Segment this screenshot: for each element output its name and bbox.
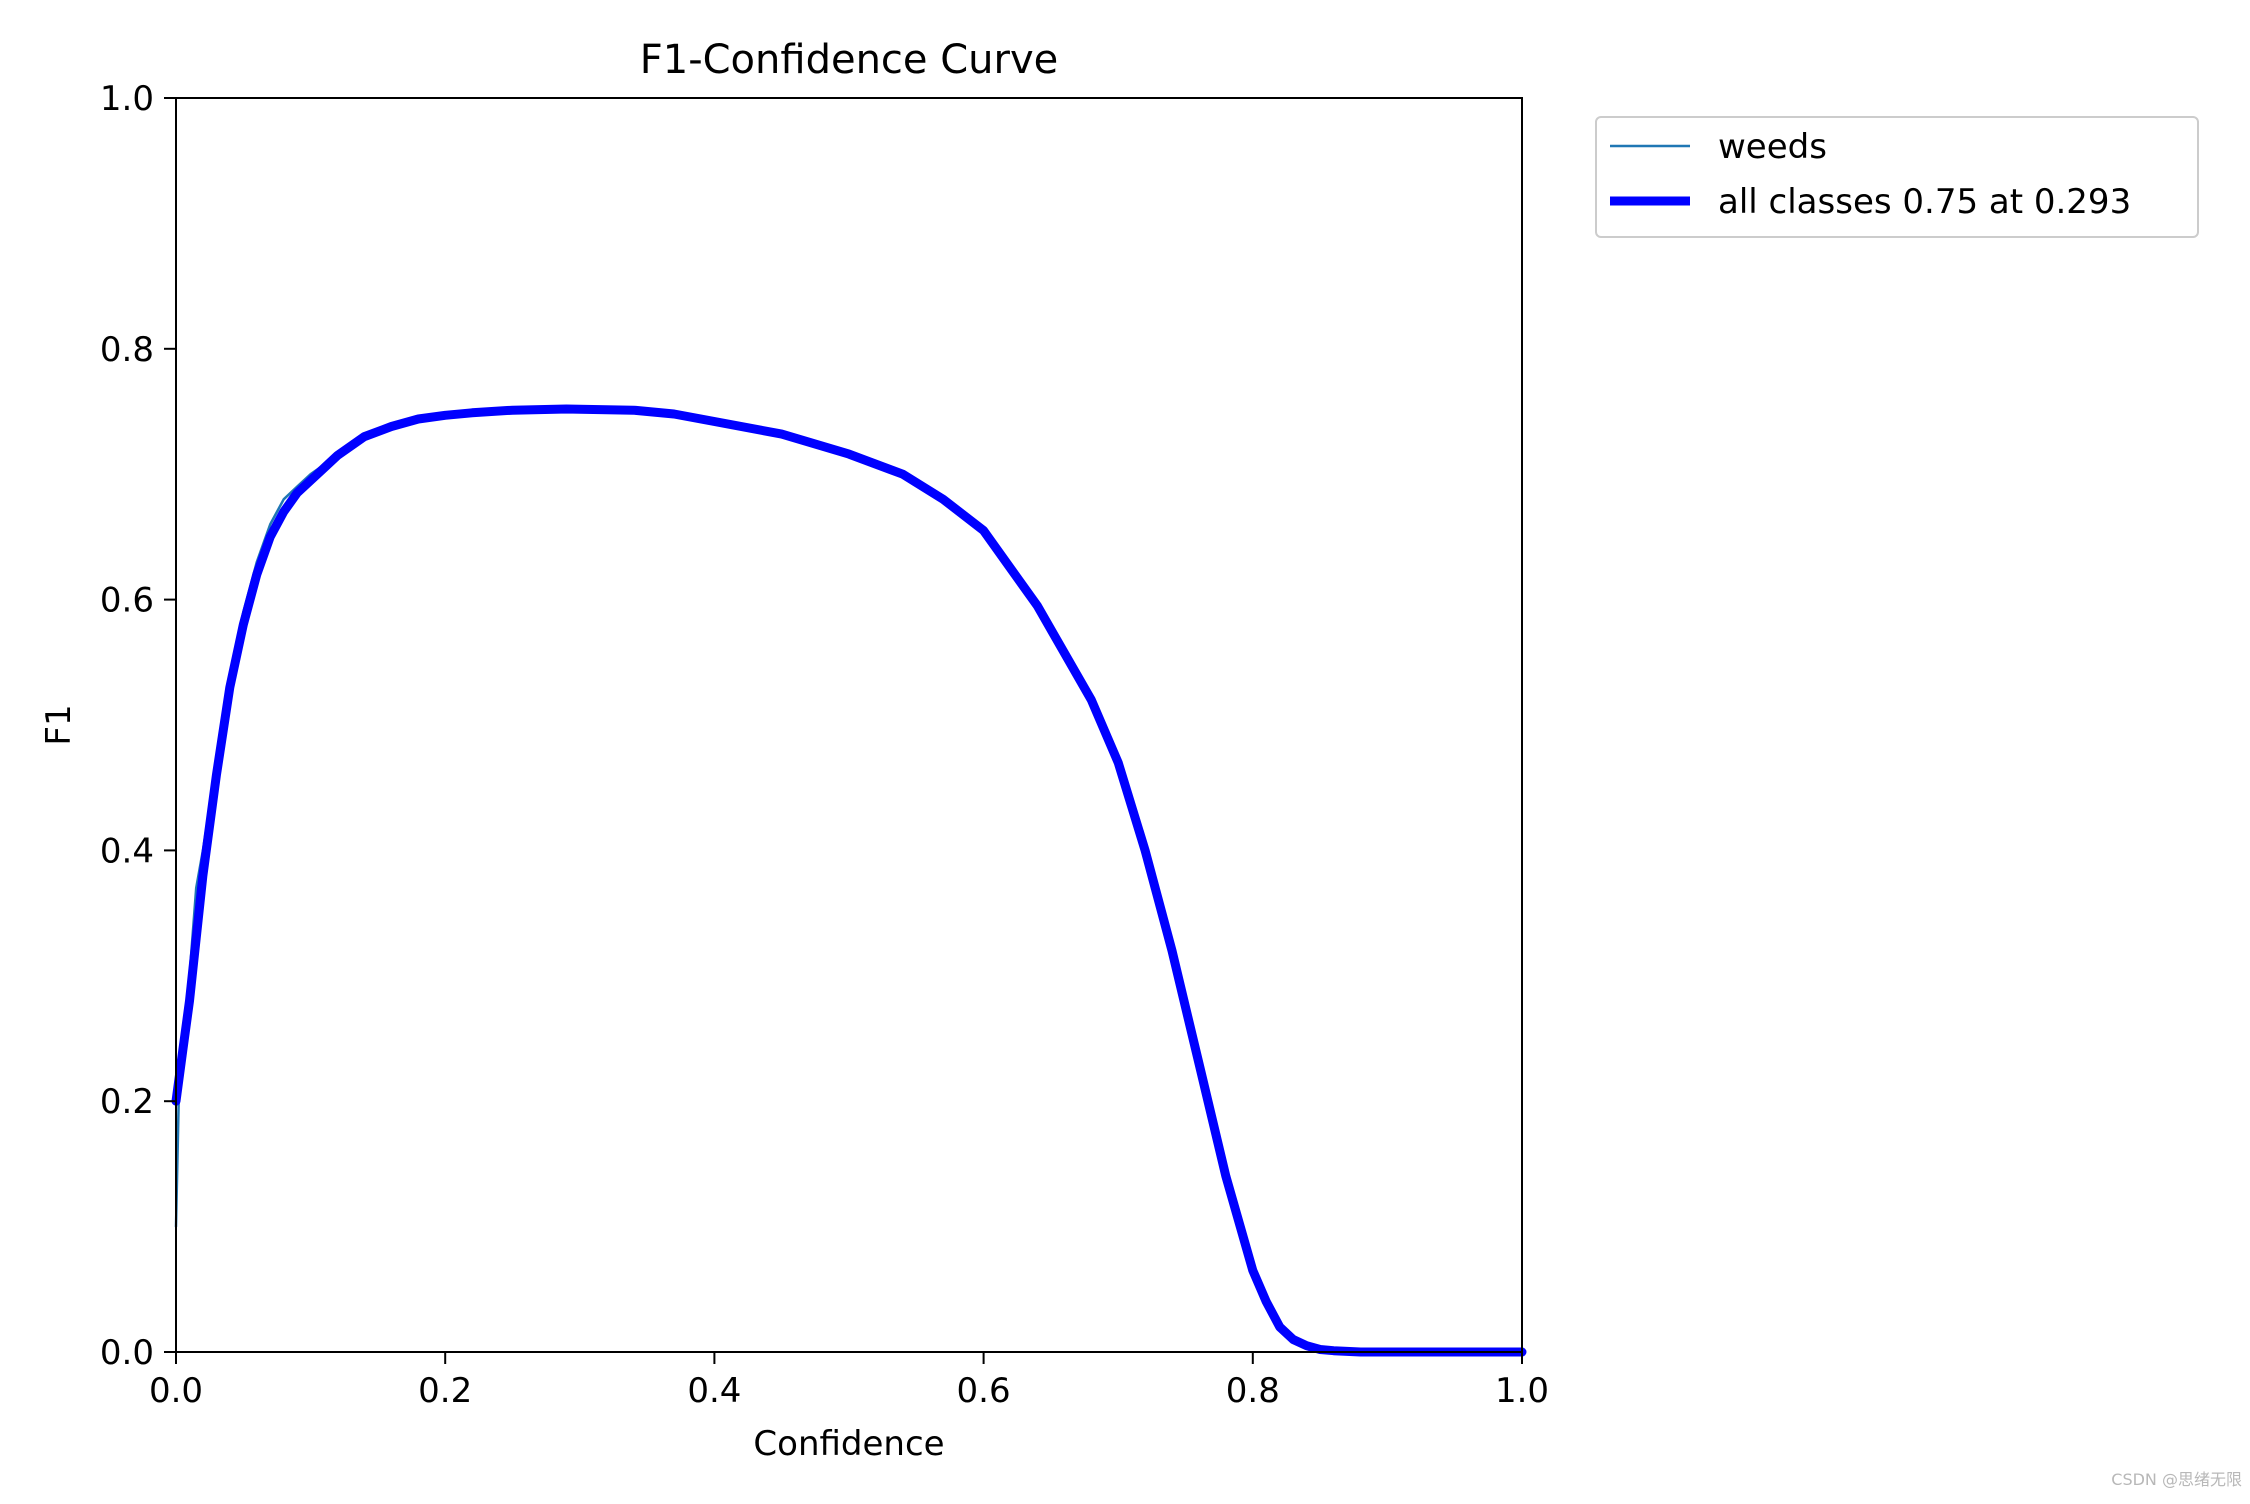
y-tick-label: 0.8 xyxy=(100,330,154,370)
legend-label-weeds: weeds xyxy=(1718,127,1827,167)
legend-box xyxy=(1595,116,2199,238)
x-axis-label: Confidence xyxy=(753,1424,944,1464)
series-layer xyxy=(171,404,1527,1357)
y-axis-ticks: 0.0 0.2 0.4 0.6 0.8 1.0 xyxy=(100,79,176,1373)
x-tick-label: 1.0 xyxy=(1495,1371,1549,1411)
y-tick-label: 0.0 xyxy=(100,1333,154,1373)
x-tick-label: 0.6 xyxy=(957,1371,1011,1411)
watermark: CSDN @思绪无限 xyxy=(2111,1470,2242,1489)
legend-label-all-classes: all classes 0.75 at 0.293 xyxy=(1718,182,2131,222)
x-tick-label: 0.8 xyxy=(1226,1371,1280,1411)
y-tick-label: 0.6 xyxy=(100,581,154,621)
x-tick-label: 0.2 xyxy=(418,1371,472,1411)
chart-title: F1-Confidence Curve xyxy=(640,37,1059,83)
series-line-all-classes xyxy=(171,404,1527,1357)
x-tick-label: 0.4 xyxy=(687,1371,741,1411)
y-tick-label: 1.0 xyxy=(100,79,154,119)
legend: weeds all classes 0.75 at 0.293 xyxy=(1595,116,2199,238)
x-tick-label: 0.0 xyxy=(149,1371,203,1411)
y-tick-label: 0.2 xyxy=(100,1082,154,1122)
x-axis-ticks: 0.0 0.2 0.4 0.6 0.8 1.0 xyxy=(149,1352,1549,1411)
series-line-weeds xyxy=(174,407,1524,1354)
y-tick-label: 0.4 xyxy=(100,831,154,871)
y-axis-label: F1 xyxy=(39,704,79,745)
axes-frame xyxy=(175,97,1523,1353)
